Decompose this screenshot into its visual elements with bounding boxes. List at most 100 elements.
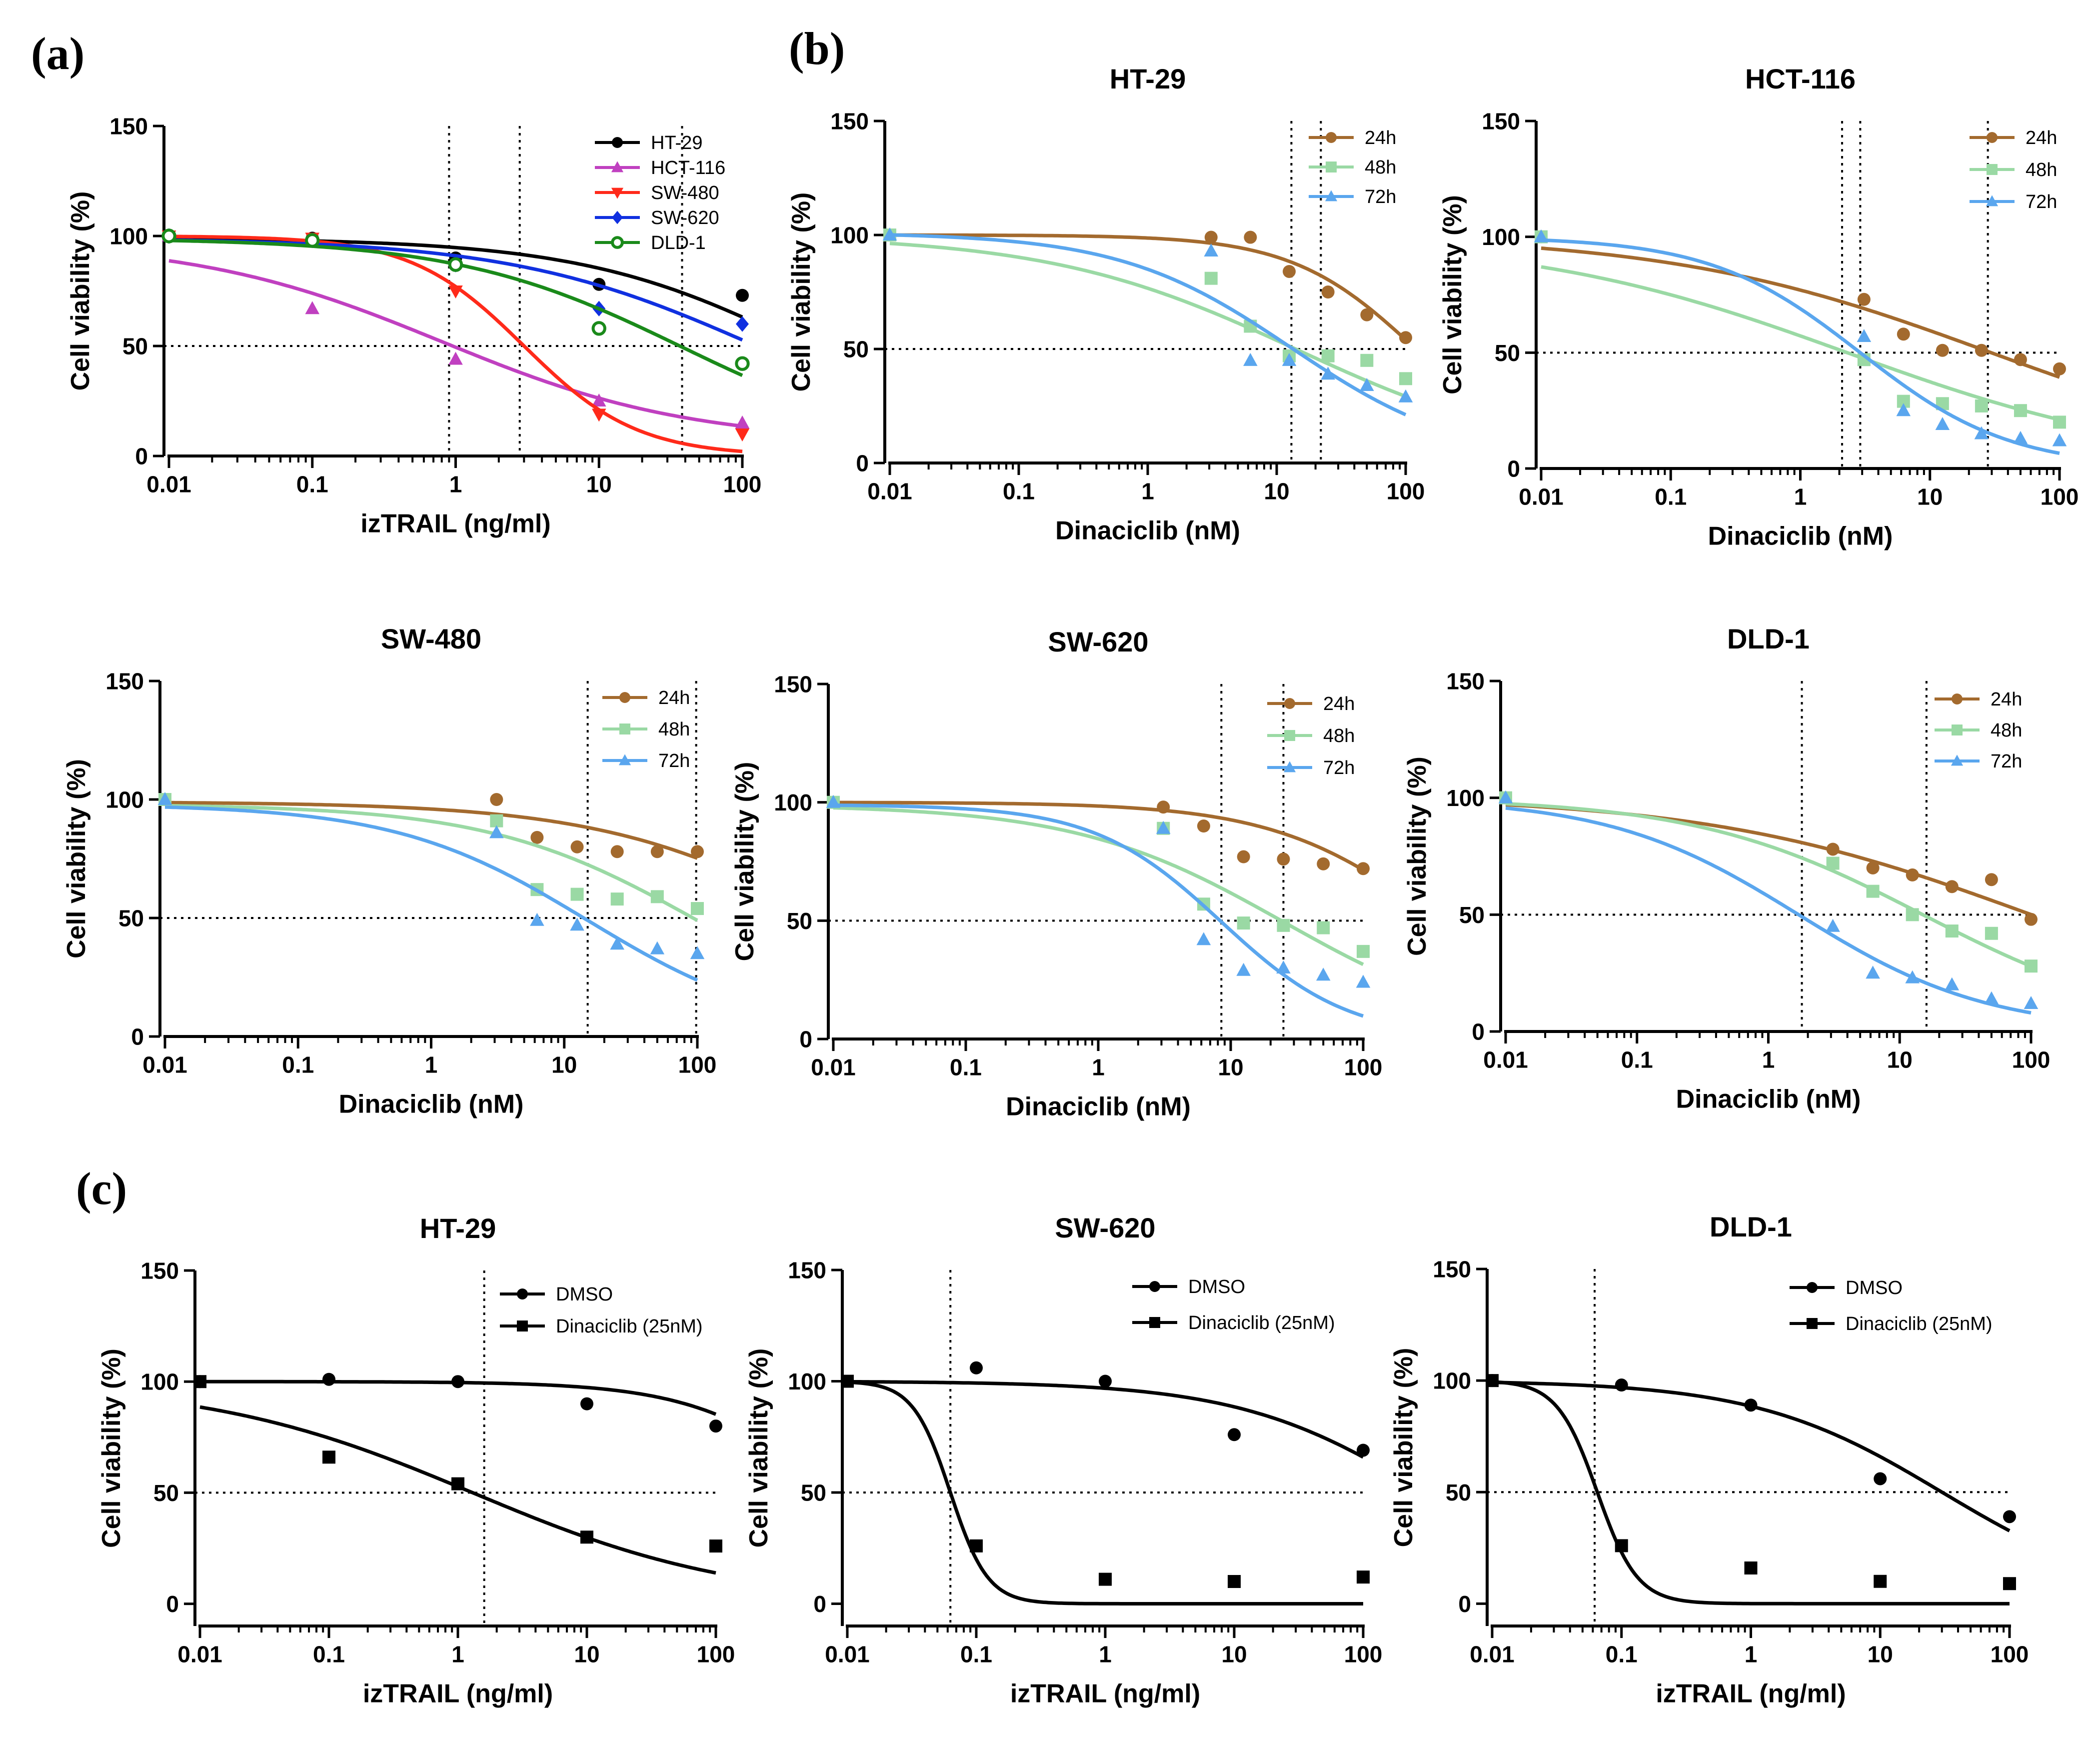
chart-b2: HCT-116 0 50 100 150 0.01 0.1 1 10 100 Dinaciclib … [1438, 63, 2079, 550]
legend-marker-72h [1283, 761, 1296, 772]
legend-label-dmso: DMSO [1846, 1278, 1903, 1298]
legend-marker-dinaciclib-25nm [517, 1320, 528, 1332]
data-point-dmso [1615, 1378, 1628, 1392]
data-point-48h [2025, 960, 2038, 973]
data-point-72h [1905, 970, 1920, 984]
x-tick-label: 1 [425, 1052, 438, 1078]
y-tick-label: 50 [118, 906, 144, 932]
data-point-48h [691, 902, 704, 916]
fit-curve-48h [164, 804, 698, 922]
data-point-dmso [709, 1420, 722, 1433]
x-tick-label: 100 [1344, 1054, 1383, 1080]
data-point-72h [1398, 389, 1413, 402]
data-point-48h [1945, 924, 1959, 938]
x-tick-label: 0.01 [1519, 484, 1564, 510]
data-point-sw-480 [591, 408, 606, 422]
data-point-48h [1906, 908, 1919, 922]
data-point-48h [650, 890, 664, 904]
y-tick-label: 150 [1482, 108, 1520, 134]
data-point-48h [2053, 416, 2066, 429]
data-point-72h [489, 825, 504, 838]
y-axis-label: Cell viability (%) [97, 1348, 126, 1548]
data-point-48h [1399, 372, 1412, 386]
legend-label-24h: 24h [658, 688, 690, 708]
legend-marker-72h [1325, 190, 1338, 202]
chart-title: HT-29 [1110, 63, 1186, 94]
data-point-dmso [580, 1397, 593, 1410]
legend-label-dinaciclib-25nm: Dinaciclib (25nM) [1188, 1312, 1335, 1334]
data-point-dld-1 [305, 233, 320, 248]
y-tick-label: 100 [1433, 1368, 1471, 1394]
y-axis-label: Cell viability (%) [787, 192, 816, 392]
data-point-72h [1276, 960, 1291, 974]
data-point-72h [1243, 352, 1258, 366]
legend-marker-24h [1326, 132, 1337, 143]
data-point-72h [2013, 430, 2028, 444]
data-point-24h [2025, 912, 2038, 926]
chart-title: SW-620 [1048, 626, 1148, 658]
data-point-24h [1317, 857, 1330, 870]
data-point-72h [1945, 977, 1960, 990]
legend-label-dmso: DMSO [556, 1284, 613, 1305]
data-point-72h [1534, 229, 1549, 242]
data-point-dinaciclib-25nm [1357, 1570, 1370, 1584]
x-tick-label: 0.1 [1606, 1641, 1638, 1667]
legend-label-dld-1: DLD-1 [651, 232, 706, 254]
legend-marker-ht-29 [612, 137, 623, 148]
data-point-24h [2014, 353, 2027, 366]
y-tick-label: 150 [105, 668, 144, 694]
data-point-72h [690, 946, 705, 960]
data-point-72h [1316, 968, 1331, 981]
data-point-24h [1244, 230, 1257, 244]
legend-label-sw-620: SW-620 [651, 208, 719, 228]
x-axis-label: Dinaciclib (nM) [1676, 1084, 1861, 1114]
data-point-24h [1399, 331, 1412, 344]
chart-title: SW-620 [1055, 1212, 1155, 1244]
legend-marker-dinaciclib-25nm [1807, 1318, 1818, 1329]
x-tick-label: 100 [1344, 1641, 1383, 1667]
data-point-24h [691, 845, 704, 858]
y-axis-label: Cell viability (%) [1389, 1348, 1418, 1548]
y-tick-label: 50 [122, 334, 148, 360]
data-point-dinaciclib-25nm [1099, 1572, 1112, 1586]
data-point-72h [1236, 962, 1251, 976]
legend-label-dinaciclib-25nm: Dinaciclib (25nM) [556, 1316, 703, 1337]
y-tick-label: 150 [1433, 1256, 1471, 1282]
data-point-48h [1237, 916, 1250, 930]
chart-b3: SW-480 0 50 100 150 0.01 0.1 1 10 100 Dinaciclib (… [62, 623, 716, 1118]
data-point-dmso [1744, 1398, 1758, 1412]
fit-curve-48h [833, 806, 1364, 966]
data-point-dmso [1228, 1428, 1241, 1442]
data-point-48h [1277, 918, 1290, 932]
x-tick-label: 100 [723, 471, 762, 497]
data-point-72h [1857, 328, 1872, 342]
legend-label-72h: 72h [658, 750, 690, 772]
data-point-72h [1196, 932, 1211, 946]
y-tick-label: 50 [787, 908, 812, 934]
data-point-24h [1204, 230, 1218, 244]
legend-marker-48h [619, 724, 630, 734]
y-tick-label: 0 [856, 450, 869, 476]
y-tick-label: 150 [1446, 668, 1485, 694]
x-tick-label: 0.1 [960, 1641, 992, 1667]
legend-marker-48h [1326, 162, 1337, 172]
data-point-72h [1984, 991, 1999, 1004]
x-tick-label: 0.01 [811, 1054, 856, 1080]
data-point-dmso [1099, 1374, 1112, 1388]
legend-marker-sw-480 [611, 188, 624, 199]
data-point-48h [1317, 921, 1330, 934]
x-tick-label: 0.1 [313, 1641, 345, 1667]
data-point-dmso [1874, 1472, 1887, 1486]
x-tick-label: 10 [1264, 478, 1289, 504]
fit-curve-72h [889, 233, 1407, 416]
y-tick-label: 150 [830, 108, 869, 134]
legend-label-24h: 24h [1323, 694, 1355, 714]
data-point-48h [1975, 399, 1988, 412]
data-point-dinaciclib-25nm [451, 1477, 464, 1490]
x-tick-label: 1 [1745, 1641, 1758, 1667]
fit-curve-72h [833, 804, 1364, 1018]
data-point-sw-620 [736, 316, 749, 332]
data-point-48h [2014, 404, 2027, 418]
fit-curve-24h [833, 800, 1364, 872]
